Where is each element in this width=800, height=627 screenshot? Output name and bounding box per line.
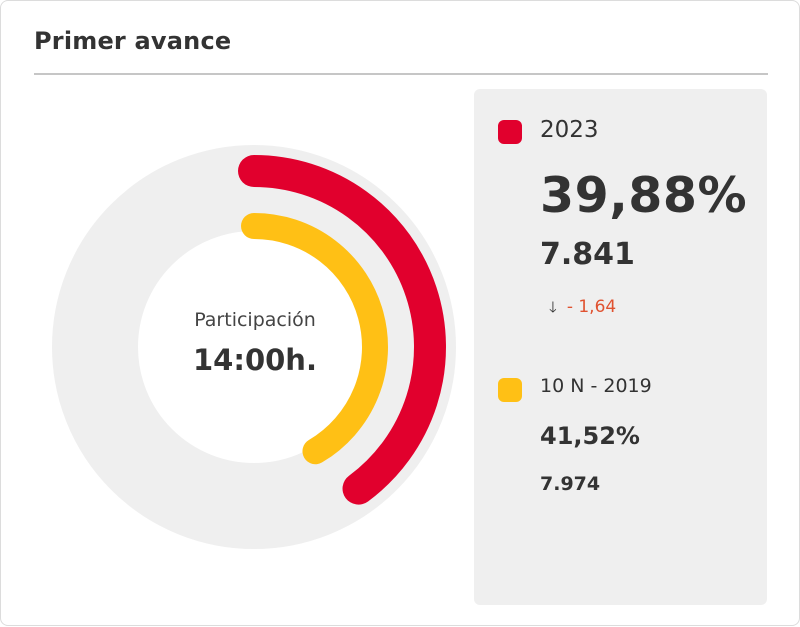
title-divider [34, 73, 768, 75]
legend-change-2023: 🡓 - 1,64 [549, 297, 616, 322]
legend-count-2019: 7.974 [540, 473, 601, 495]
legend-name-2023: 2023 [540, 117, 599, 143]
radial-chart-svg [52, 145, 456, 549]
arrow-down-icon: 🡓 [549, 298, 557, 316]
legend-panel: 2023 39,88% 7.841 🡓 - 1,64 10 N - 2019 41… [474, 89, 767, 605]
series-arc-2023 [238, 155, 446, 505]
legend-swatch-2019 [498, 378, 522, 402]
legend-swatch-2023 [498, 120, 522, 144]
legend-count-2023: 7.841 [540, 237, 635, 272]
participation-chart: Participación 14:00h. [1, 81, 471, 627]
legend-name-2019: 10 N - 2019 [540, 375, 652, 397]
center-label: Participación [194, 309, 316, 331]
legend-percent-2023: 39,88% [540, 167, 748, 224]
change-value: - 1,64 [566, 297, 617, 317]
card-title: Primer avance [34, 27, 232, 55]
series-arc-2019 [241, 213, 388, 465]
track-ring [52, 145, 456, 549]
center-value: 14:00h. [193, 343, 317, 377]
legend-percent-2019: 41,52% [540, 422, 640, 450]
